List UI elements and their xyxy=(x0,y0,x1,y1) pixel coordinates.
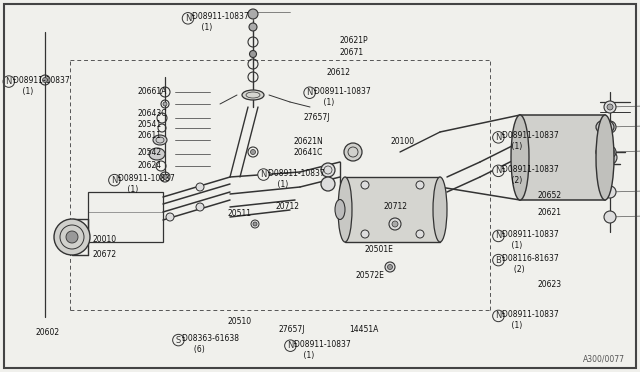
Circle shape xyxy=(250,51,257,58)
Circle shape xyxy=(66,231,78,243)
Text: 20712: 20712 xyxy=(275,202,300,211)
Text: 20712: 20712 xyxy=(384,202,408,211)
Circle shape xyxy=(387,264,392,269)
Ellipse shape xyxy=(338,177,352,242)
Text: 20661A: 20661A xyxy=(138,87,167,96)
Circle shape xyxy=(250,150,255,154)
Text: N: N xyxy=(495,133,502,142)
Text: N: N xyxy=(495,311,502,320)
Text: A300/0077: A300/0077 xyxy=(583,355,625,364)
Text: 20510: 20510 xyxy=(227,317,252,326)
Text: 20624: 20624 xyxy=(138,161,162,170)
Text: 20621P: 20621P xyxy=(339,36,368,45)
Ellipse shape xyxy=(242,90,264,100)
Ellipse shape xyxy=(149,148,165,160)
Ellipse shape xyxy=(433,177,447,242)
Text: Ð08911-10837
    (1): Ð08911-10837 (1) xyxy=(502,310,559,330)
Circle shape xyxy=(603,151,617,164)
Circle shape xyxy=(249,23,257,31)
Text: 20641C: 20641C xyxy=(293,148,323,157)
Circle shape xyxy=(253,222,257,226)
Text: 20671: 20671 xyxy=(339,48,364,57)
Circle shape xyxy=(163,102,167,106)
Text: 20542: 20542 xyxy=(138,148,162,157)
Circle shape xyxy=(196,203,204,211)
Text: N: N xyxy=(185,14,191,23)
Circle shape xyxy=(416,181,424,189)
Circle shape xyxy=(416,230,424,238)
Circle shape xyxy=(166,213,174,221)
Text: Ð08911-10837
    (1): Ð08911-10837 (1) xyxy=(294,340,351,360)
Text: B: B xyxy=(495,256,501,264)
Text: 20602: 20602 xyxy=(35,328,60,337)
Text: Ð08911-10837
    (1): Ð08911-10837 (1) xyxy=(13,76,70,96)
Circle shape xyxy=(361,230,369,238)
Circle shape xyxy=(604,211,616,223)
Text: Ð08116-81637
     (2): Ð08116-81637 (2) xyxy=(502,254,559,274)
Text: 27657J: 27657J xyxy=(304,113,330,122)
Text: 20572E: 20572E xyxy=(355,271,384,280)
Ellipse shape xyxy=(596,120,614,134)
Circle shape xyxy=(604,146,616,158)
Circle shape xyxy=(389,218,401,230)
Text: S: S xyxy=(176,336,181,344)
Text: 20652: 20652 xyxy=(538,191,562,200)
Text: N: N xyxy=(260,170,267,179)
Text: 20100: 20100 xyxy=(390,137,415,146)
Circle shape xyxy=(54,219,90,255)
Circle shape xyxy=(196,183,204,191)
Circle shape xyxy=(604,101,616,113)
Text: Ð08911-10837
    (1): Ð08911-10837 (1) xyxy=(268,169,324,189)
Ellipse shape xyxy=(511,115,529,200)
Bar xyxy=(345,177,440,242)
Text: 20511: 20511 xyxy=(227,209,251,218)
Text: Ð08911-10837
    (1): Ð08911-10837 (1) xyxy=(118,174,175,194)
Text: Ð08911-10837
    (1): Ð08911-10837 (1) xyxy=(502,131,559,151)
Circle shape xyxy=(392,221,398,227)
Circle shape xyxy=(42,77,47,83)
Circle shape xyxy=(604,186,616,198)
Text: Ð08911-10837
    (1): Ð08911-10837 (1) xyxy=(502,230,559,250)
Ellipse shape xyxy=(596,145,614,159)
Circle shape xyxy=(344,143,362,161)
Circle shape xyxy=(163,174,168,180)
Text: 20010: 20010 xyxy=(93,235,117,244)
Text: 20643C: 20643C xyxy=(138,109,167,118)
Circle shape xyxy=(361,181,369,189)
Circle shape xyxy=(385,262,395,272)
Circle shape xyxy=(604,121,616,133)
Text: Ð08911-10837
    (2): Ð08911-10837 (2) xyxy=(502,165,559,185)
Circle shape xyxy=(248,9,258,19)
Circle shape xyxy=(607,104,613,110)
Text: 20541: 20541 xyxy=(138,120,162,129)
Bar xyxy=(520,115,605,200)
Text: 27657J: 27657J xyxy=(278,325,305,334)
Bar xyxy=(88,192,163,242)
Text: Ð08911-10837
    (1): Ð08911-10837 (1) xyxy=(314,87,371,107)
Text: 20612: 20612 xyxy=(326,68,351,77)
Ellipse shape xyxy=(596,115,614,200)
Text: 20611: 20611 xyxy=(138,131,161,140)
Text: 20672: 20672 xyxy=(93,250,117,259)
Text: Ð08911-10837
    (1): Ð08911-10837 (1) xyxy=(192,12,249,32)
Text: N: N xyxy=(111,176,118,185)
Text: 14451A: 14451A xyxy=(349,325,378,334)
Circle shape xyxy=(251,220,259,228)
Text: N: N xyxy=(495,231,502,240)
Text: N: N xyxy=(307,88,313,97)
Text: N: N xyxy=(6,77,12,86)
Ellipse shape xyxy=(153,135,167,145)
Text: 20621: 20621 xyxy=(538,208,562,217)
Circle shape xyxy=(321,177,335,191)
Text: 20501E: 20501E xyxy=(365,245,394,254)
Circle shape xyxy=(321,163,335,177)
Text: N: N xyxy=(495,166,502,175)
Text: 20623: 20623 xyxy=(538,280,562,289)
Text: Ð08363-61638
     (6): Ð08363-61638 (6) xyxy=(182,334,239,354)
Text: N: N xyxy=(287,341,294,350)
Text: 20621N: 20621N xyxy=(293,137,323,146)
Ellipse shape xyxy=(335,199,345,219)
